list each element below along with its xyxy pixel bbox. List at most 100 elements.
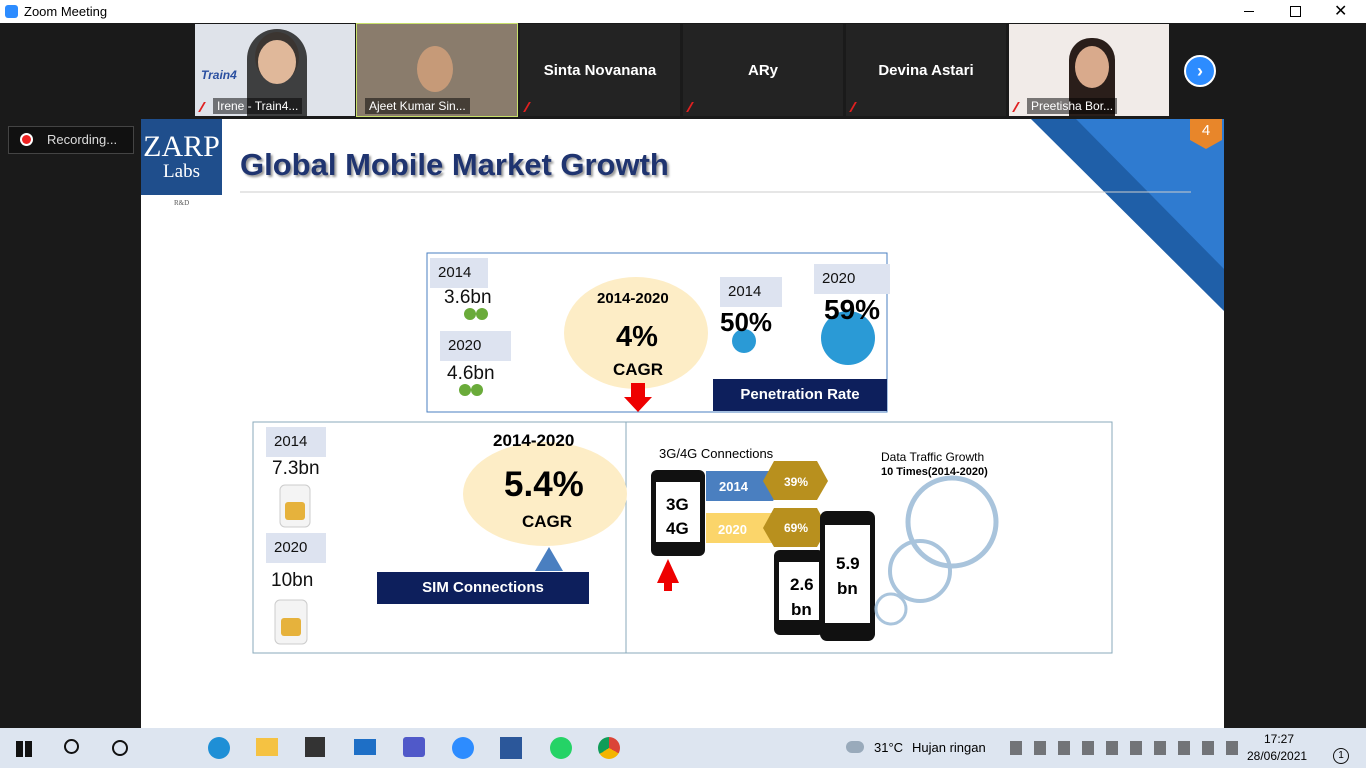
participant-name: Preetisha Bor... xyxy=(1027,98,1118,114)
recording-label: Recording... xyxy=(47,132,118,147)
participant-name: ARy xyxy=(747,62,778,79)
search-button[interactable] xyxy=(64,739,79,754)
traffic-subtitle: 10 Times(2014-2020) xyxy=(881,466,988,478)
title-bar: Zoom Meeting ✕ xyxy=(0,0,1366,23)
logo: ZARP Labs xyxy=(141,119,222,195)
taskbar: 31°C Hujan ringan 17:27 28/06/2021 1 xyxy=(0,728,1366,768)
cagr-label: CAGR xyxy=(613,360,664,379)
app-icon[interactable] xyxy=(598,737,620,759)
value-hexagon xyxy=(763,508,828,547)
sim-chip xyxy=(281,618,301,636)
value-label: 7.3bn xyxy=(272,458,320,479)
year-label: 2014 xyxy=(719,479,748,494)
participant-name: Irene - Train4... xyxy=(213,98,303,114)
app-icon[interactable] xyxy=(500,737,522,759)
recording-indicator[interactable]: Recording... xyxy=(8,126,134,154)
app-icon[interactable] xyxy=(305,737,325,757)
value-label: 10bn xyxy=(271,570,314,591)
start-button[interactable] xyxy=(16,741,32,757)
corner-shape xyxy=(1076,119,1224,269)
next-page-button[interactable]: › xyxy=(1184,55,1216,87)
avatar-face xyxy=(1075,46,1109,88)
phone-text: 2.6 xyxy=(790,575,814,594)
weather-text: Hujan ringan xyxy=(912,740,986,755)
close-button[interactable]: ✕ xyxy=(1334,3,1348,20)
cagr-label: CAGR xyxy=(522,512,573,531)
value-label: 69% xyxy=(784,521,809,535)
muted-icon xyxy=(523,102,539,112)
value-label: 3.6bn xyxy=(444,287,492,308)
participant-tile[interactable]: Ajeet Kumar Sin... xyxy=(356,23,518,117)
year-arrow xyxy=(706,471,783,501)
participant-tile[interactable]: Preetisha Bor... xyxy=(1009,24,1169,116)
year-label: 2020 xyxy=(718,522,747,537)
notification-badge[interactable]: 1 xyxy=(1333,748,1349,764)
panel-title: 3G/4G Connections xyxy=(659,446,774,461)
globe-icon xyxy=(821,311,875,365)
background-logo: Train4 xyxy=(201,68,237,82)
phone-text: bn xyxy=(837,579,858,598)
slide-decoration xyxy=(240,119,1224,654)
muted-icon xyxy=(686,102,702,112)
participant-tile[interactable]: Devina Astari xyxy=(846,24,1006,116)
panel xyxy=(625,421,1113,654)
value-hexagon xyxy=(763,461,828,500)
participant-name: Sinta Novanana xyxy=(543,62,657,79)
app-icon[interactable] xyxy=(256,738,278,756)
muted-icon xyxy=(849,102,865,112)
panel xyxy=(426,252,888,413)
app-icon[interactable] xyxy=(354,739,376,755)
logo-text: ZARP xyxy=(143,130,220,163)
clock-date[interactable]: 28/06/2021 xyxy=(1247,749,1308,763)
avatar-face xyxy=(258,40,296,84)
cagr-value: 5.4% xyxy=(504,465,584,504)
restore-button[interactable] xyxy=(1290,6,1301,17)
participant-tile[interactable]: Train4 Irene - Train4... xyxy=(195,24,355,116)
up-arrow xyxy=(624,383,652,412)
app-icon[interactable] xyxy=(208,737,230,759)
app-icon[interactable] xyxy=(452,737,474,759)
people-icon xyxy=(464,308,476,320)
period-label: 2014-2020 xyxy=(493,431,575,450)
clock-time[interactable]: 17:27 xyxy=(1264,732,1295,746)
logo-text: Labs xyxy=(163,161,200,182)
logo-subtext: R&D xyxy=(174,199,190,207)
year-label: 2020 xyxy=(814,264,890,294)
participant-name: Devina Astari xyxy=(878,62,974,79)
people-icon xyxy=(476,308,488,320)
panel-caption: Penetration Rate xyxy=(713,379,887,411)
record-dot xyxy=(22,135,31,144)
muted-icon xyxy=(198,102,214,112)
participant-tile[interactable]: ARy xyxy=(683,24,843,116)
value-label: 50% xyxy=(720,307,773,337)
cortana-button[interactable] xyxy=(112,740,128,756)
up-arrow xyxy=(657,559,679,591)
slide: ZARP Labs R&D Global Mobile Market Growt… xyxy=(141,119,1224,728)
period-label: 2014-2020 xyxy=(597,290,669,307)
tray-icons[interactable] xyxy=(1010,741,1240,755)
network-globe xyxy=(874,592,908,626)
panel-caption: SIM Connections xyxy=(377,572,589,604)
phone-text: 5.9 xyxy=(836,554,860,573)
app-icon[interactable] xyxy=(550,737,572,759)
value-label: 59% xyxy=(824,294,881,325)
year-label: 2014 xyxy=(720,277,782,307)
participant-tile[interactable]: Sinta Novanana xyxy=(520,24,680,116)
year-arrow xyxy=(706,513,783,543)
cagr-value: 4% xyxy=(616,321,658,353)
phone-text: 3G xyxy=(666,495,689,514)
people-icon xyxy=(471,384,483,396)
weather-icon[interactable] xyxy=(846,741,864,753)
up-arrow xyxy=(535,547,563,571)
phone-screen xyxy=(825,525,870,623)
network-globe xyxy=(888,539,952,603)
year-label: 2020 xyxy=(266,533,326,563)
minimize-button[interactable] xyxy=(1244,11,1254,12)
phone-screen xyxy=(656,482,700,542)
globe-icon xyxy=(732,329,756,353)
app-icon[interactable] xyxy=(403,737,425,757)
cagr-bubble xyxy=(564,277,708,389)
value-label: 39% xyxy=(784,475,809,489)
zoom-icon xyxy=(5,5,18,18)
